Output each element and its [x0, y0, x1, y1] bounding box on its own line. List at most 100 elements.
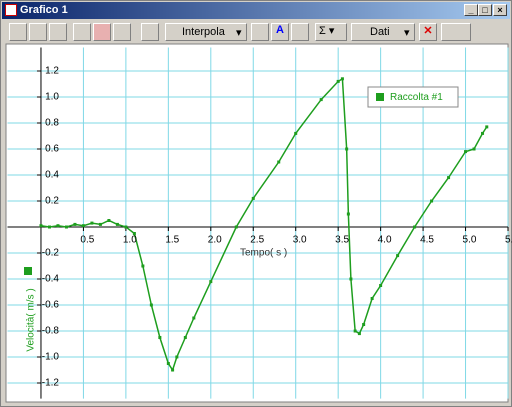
data-point [64, 225, 68, 229]
y-axis-label: Velocità( m/s ) [26, 288, 37, 351]
data-point [472, 147, 476, 151]
data-point [234, 225, 238, 229]
x-tick-label: 1.5 [165, 235, 179, 246]
y-tick-label: 1.0 [45, 92, 59, 103]
data-point [158, 336, 162, 339]
dati-dropdown[interactable]: Dati ▾ [351, 23, 415, 41]
y-tick-label: -0.8 [42, 326, 60, 337]
data-point [294, 131, 298, 135]
data-point [39, 224, 43, 228]
sum-dropdown[interactable]: Σ ▾ [315, 23, 347, 41]
delete-button[interactable]: ✕ [419, 23, 437, 41]
dropdown-label: Interpola [182, 26, 225, 38]
dropdown-label: Dati [370, 26, 390, 38]
x-tick-label: 5.5 [505, 235, 512, 246]
data-point [90, 221, 94, 225]
data-point [340, 77, 344, 81]
x-tick-label: 1.0 [123, 235, 137, 246]
legend-box [367, 86, 459, 108]
data-point [251, 196, 255, 200]
dropdown-arrow: ▾ [236, 27, 242, 39]
dropdown-arrow: ▾ [404, 27, 410, 39]
x-tick-label: 5.0 [463, 235, 477, 246]
data-point [336, 79, 340, 83]
data-point [166, 362, 170, 365]
data-point [209, 280, 213, 284]
data-point [98, 222, 102, 226]
tool-button[interactable] [9, 23, 27, 41]
y-tick-label: -1.2 [42, 378, 60, 389]
x-tick-label: 2.5 [250, 235, 264, 246]
tool-button[interactable] [291, 23, 309, 41]
y-tick-label: 0.6 [45, 144, 59, 155]
data-point [353, 329, 357, 333]
axis-marker [24, 267, 32, 275]
data-point [379, 284, 383, 287]
data-point [396, 254, 400, 258]
data-point [124, 225, 128, 229]
legend-label: Raccolta #1 [390, 92, 443, 103]
zoom-out-button[interactable] [49, 23, 67, 41]
data-point [346, 212, 350, 216]
tool-button[interactable] [93, 23, 111, 41]
minimize-button[interactable]: _ [464, 4, 478, 16]
y-tick-label: 0.2 [45, 196, 59, 207]
data-point [430, 199, 434, 203]
legend-swatch [376, 93, 384, 101]
data-point [175, 355, 179, 359]
y-tick-label: 1.2 [45, 66, 59, 77]
data-point [149, 303, 153, 307]
data-point [115, 222, 119, 226]
tool-button[interactable] [113, 23, 131, 41]
data-point [277, 160, 281, 164]
toolbar: Interpola ▾ A Σ ▾ Dati ▾ ✕ [5, 22, 507, 42]
y-tick-label: -1.0 [42, 352, 60, 363]
x-tick-label: 0.5 [80, 235, 94, 246]
data-point [319, 98, 323, 102]
x-tick-label: 4.5 [420, 235, 434, 246]
data-point [107, 219, 111, 222]
tool-button[interactable] [251, 23, 269, 41]
x-tick-label: 3.0 [293, 235, 307, 246]
interpola-dropdown[interactable]: Interpola ▾ [165, 23, 247, 41]
y-tick-label: -0.2 [42, 248, 60, 259]
data-point [81, 224, 85, 228]
data-point [349, 277, 353, 281]
x-tick-label: 3.5 [335, 235, 349, 246]
y-tick-label: -0.4 [42, 274, 60, 285]
tool-dropdown[interactable] [441, 23, 471, 41]
data-point [447, 176, 451, 180]
app-icon [5, 4, 17, 16]
y-tick-label: 0.8 [45, 118, 59, 129]
data-point [47, 225, 51, 229]
tool-button[interactable] [73, 23, 91, 41]
title-bar: Grafico 1 _ □ × [2, 2, 510, 19]
y-tick-label: 0.4 [45, 170, 59, 181]
data-point [192, 316, 196, 320]
tool-button[interactable] [141, 23, 159, 41]
data-point [464, 150, 468, 154]
x-axis-label: Tempo( s ) [240, 248, 287, 259]
data-point [132, 232, 136, 235]
data-point [413, 225, 417, 229]
zoom-in-button[interactable] [29, 23, 47, 41]
data-point [141, 264, 145, 268]
data-point [183, 336, 187, 339]
data-point [370, 297, 374, 300]
x-tick-label: 4.0 [378, 235, 392, 246]
data-point [56, 224, 60, 228]
data-point [73, 222, 77, 226]
window-title: Grafico 1 [20, 4, 68, 16]
data-point [171, 368, 175, 372]
data-point [345, 147, 349, 151]
data-point [485, 125, 489, 129]
text-button[interactable]: A [271, 23, 289, 41]
maximize-button[interactable]: □ [478, 4, 492, 16]
y-tick-label: -0.6 [42, 300, 60, 311]
data-point [362, 323, 366, 326]
data-point [481, 131, 485, 135]
data-point [357, 332, 361, 336]
close-button[interactable]: × [493, 4, 507, 16]
x-tick-label: 2.0 [208, 235, 222, 246]
